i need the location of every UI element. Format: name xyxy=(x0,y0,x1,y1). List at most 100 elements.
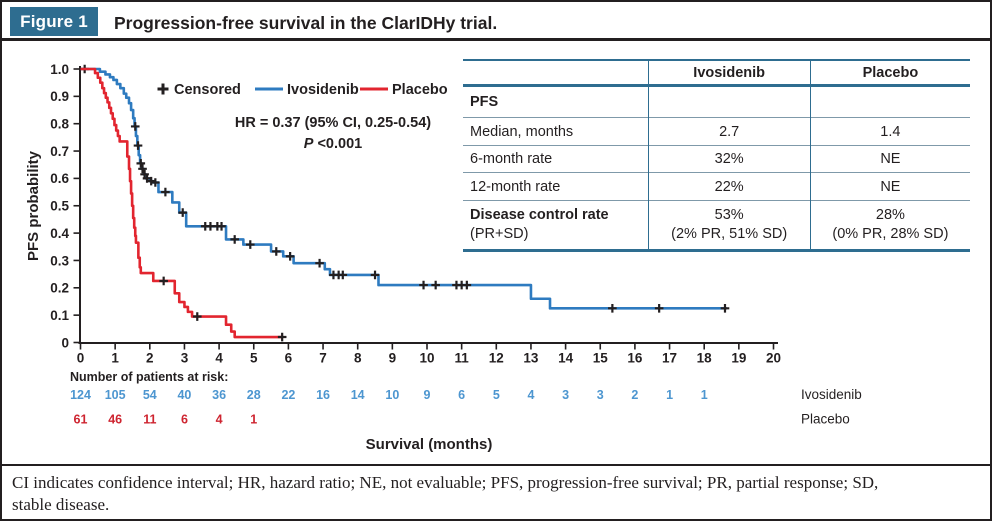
at-risk-value: 1 xyxy=(701,388,708,402)
at-risk-value: 6 xyxy=(181,413,188,427)
at-risk-value: 28 xyxy=(247,388,261,402)
km-plot: 1.00.90.80.70.60.50.40.30.20.100 1 2 3 4 5 6 7 8… xyxy=(25,62,862,453)
censor-mark xyxy=(133,141,143,150)
at-risk-value: 11 xyxy=(143,413,156,427)
censor-mark xyxy=(315,258,324,268)
y-tick-label: 0.6 xyxy=(50,171,69,186)
y-axis-title: PFS probability xyxy=(25,150,42,261)
censor-mark xyxy=(230,235,239,244)
censor-mark xyxy=(138,164,147,174)
y-tick-label: 0.5 xyxy=(50,199,69,214)
p-value-text: P <0.001 xyxy=(304,136,362,152)
x-tick-label: 15 xyxy=(593,351,609,366)
footnote-line2: stable disease. xyxy=(12,495,110,515)
hr-text: HR = 0.37 (95% CI, 0.25-0.54) xyxy=(235,115,431,131)
censor-mark xyxy=(146,176,156,186)
at-risk-value: 1 xyxy=(666,388,673,402)
table-header-placebo: Placebo xyxy=(809,60,970,87)
x-tick-label: 4 xyxy=(215,351,223,366)
cell-line1: 28% xyxy=(875,207,905,224)
cell-ivosidenib: 53% (2% PR, 51% SD) xyxy=(647,200,811,251)
censor-mark xyxy=(192,312,202,321)
plot-legend: Censored Ivosidenib Placebo xyxy=(157,82,448,98)
x-tick-label: 12 xyxy=(489,351,504,366)
table-header-empty xyxy=(463,60,649,87)
cell-line2: (0% PR, 28% SD) xyxy=(832,226,949,242)
x-tick-label: 6 xyxy=(285,351,293,366)
placebo-curve xyxy=(80,67,284,339)
x-tick-label: 18 xyxy=(697,351,713,366)
y-tick-label: 0.1 xyxy=(50,308,69,323)
cell-placebo: 28% (0% PR, 28% SD) xyxy=(809,200,970,251)
placebo-censor-marks xyxy=(159,276,287,342)
at-risk-value: 54 xyxy=(143,388,157,402)
y-tick-label: 0.9 xyxy=(50,89,69,104)
y-tick-label: 0 xyxy=(61,335,69,350)
x-tick-label: 9 xyxy=(389,351,397,366)
y-tick-label: 0.8 xyxy=(50,117,69,132)
cell-placebo: 1.4 xyxy=(809,117,970,146)
row-label-line2: (PR+SD) xyxy=(470,226,529,242)
table-row-pfs: PFS xyxy=(463,85,970,118)
at-risk-value: 9 xyxy=(424,388,431,402)
censor-mark xyxy=(277,332,287,342)
censor-mark xyxy=(178,208,188,217)
censor-mark xyxy=(338,270,348,280)
footnote-line1: CI indicates confidence interval; HR, ha… xyxy=(12,473,879,492)
cell-placebo: NE xyxy=(809,145,970,173)
at-risk-value: 124 xyxy=(70,388,91,402)
row-label: Median, months xyxy=(463,117,649,146)
row-label: PFS xyxy=(470,94,499,110)
censor-mark xyxy=(159,276,168,286)
x-tick-label: 7 xyxy=(319,351,327,366)
figure-badge: Figure 1 xyxy=(10,7,98,36)
at-risk-value: 61 xyxy=(74,413,88,427)
table-header-ivosidenib: Ivosidenib xyxy=(647,60,811,87)
header-divider xyxy=(2,38,990,41)
x-tick-label: 3 xyxy=(181,351,189,366)
censor-mark xyxy=(608,304,617,313)
at-risk-value: 6 xyxy=(458,388,465,402)
x-tick-label: 1 xyxy=(111,351,119,366)
censor-mark xyxy=(245,240,255,249)
cell-ivosidenib: 22% xyxy=(647,172,811,201)
x-tick-label: 11 xyxy=(455,351,470,366)
table-row-6-month: 6-month rate 32% NE xyxy=(463,145,970,173)
ivosidenib-censor-marks xyxy=(80,64,730,313)
legend-censored-label: Censored xyxy=(174,82,241,98)
at-risk-value: 36 xyxy=(212,388,226,402)
y-tick-label: 0.3 xyxy=(50,253,69,268)
cell-line2: (2% PR, 51% SD) xyxy=(671,226,788,242)
at-risk-value: 4 xyxy=(216,413,223,427)
censor-mark xyxy=(431,280,440,290)
figure-badge-label: Figure 1 xyxy=(20,11,88,31)
y-tick-label: 0.7 xyxy=(50,144,69,159)
at-risk-value: 3 xyxy=(597,388,604,402)
x-tick-label: 16 xyxy=(627,351,643,366)
x-tick-label: 10 xyxy=(419,351,434,366)
cell-placebo: NE xyxy=(809,172,970,201)
censor-mark xyxy=(161,187,170,197)
at-risk-value: 2 xyxy=(631,388,638,402)
x-tick-label: 5 xyxy=(250,351,258,366)
x-tick-label: 20 xyxy=(766,351,781,366)
table-row-median: Median, months 2.7 1.4 xyxy=(463,117,970,146)
x-tick-labels: 0 1 2 3 4 5 6 7 8 9 10 11 12 13 14 15 16 17 18 19 20 xyxy=(77,343,781,366)
at-risk-row-placebo: 61 46 11 6 4 1 Placebo xyxy=(74,412,850,427)
x-tick-label: 8 xyxy=(354,351,362,366)
cell-line1: 53% xyxy=(714,207,744,224)
at-risk-value: 105 xyxy=(105,388,126,402)
at-risk-block: Number of patients at risk:124 105 54 40 36 2… xyxy=(70,370,862,427)
at-risk-value: 3 xyxy=(562,388,569,402)
abbreviations-footnote: CI indicates confidence interval; HR, ha… xyxy=(2,464,990,519)
at-risk-value: 16 xyxy=(316,388,330,402)
censor-mark xyxy=(370,270,380,280)
results-table: Ivosidenib Placebo PFS Median, months 2.… xyxy=(463,59,970,252)
at-risk-title: Number of patients at risk: xyxy=(70,370,228,384)
at-risk-value: 10 xyxy=(385,388,399,402)
censor-mark xyxy=(285,252,295,261)
row-label: 6-month rate xyxy=(463,145,649,173)
legend-ivosidenib-label: Ivosidenib xyxy=(287,82,359,98)
censored-plus-icon xyxy=(157,83,169,95)
